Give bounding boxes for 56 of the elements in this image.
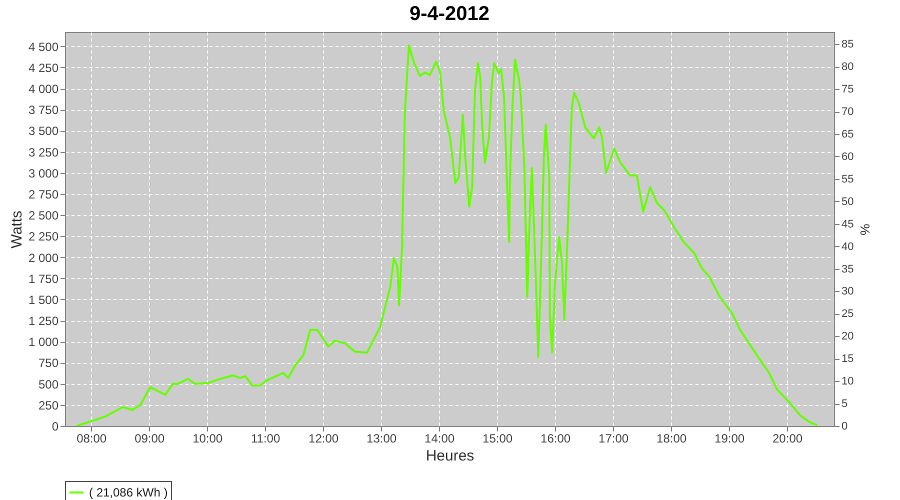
x-tick-label: 08:00 [76,432,107,446]
y-tick-label: 3 000 [28,166,59,180]
y2-tick-label: 55 [842,173,854,186]
x-tick-label: 14:00 [424,432,455,446]
y2-tick-label: 35 [842,263,854,276]
y2-tick-label: 60 [842,150,854,163]
x-tick-label: 19:00 [714,432,745,446]
y-tick-label: 0 [52,420,59,434]
y2-tick-label: 15 [842,353,854,366]
y-tick-label: 2 250 [28,230,59,244]
x-tick-label: 15:00 [482,432,513,446]
y-axis-title: Watts [8,210,26,248]
y2-tick-label: 85 [842,38,854,51]
line-series [76,44,818,426]
y2-tick-label: 75 [842,84,854,96]
y-tick-label: 1 250 [28,314,59,328]
x-tick-label: 17:00 [598,432,629,446]
x-tick-label: 12:00 [308,432,339,446]
x-tick-label: 20:00 [772,432,803,446]
y2-tick-label: 5 [842,398,848,410]
y-tick-label: 4 250 [28,60,59,75]
y-tick-label: 750 [38,356,59,370]
y-tick-label: 250 [38,398,59,412]
y2-tick-label: 50 [842,196,854,208]
y2-tick-label: 80 [842,61,854,74]
y2-tick-label: 25 [842,308,854,320]
y2-tick-label: 30 [842,286,854,298]
y-tick-label: 2 500 [28,208,59,223]
y-tick-label: 3 500 [28,124,59,138]
y-tick-label: 1 500 [28,292,59,307]
y2-tick-label: 40 [842,240,854,253]
y-tick-label: 4 500 [28,40,59,54]
y-tick-label: 2 750 [28,187,59,202]
y-tick-label: 3 750 [28,103,59,118]
x-tick-label: 18:00 [656,432,687,446]
x-tick-label: 16:00 [540,432,571,446]
y2-tick-label: 65 [842,128,854,140]
y-tick-label: 500 [38,377,59,392]
y2-tick-label: 0 [842,420,848,432]
x-tick-label: 13:00 [366,432,397,446]
y2-tick-label: 70 [842,106,854,118]
x-tick-label: 11:00 [251,432,280,446]
x-axis-title: Heures [426,448,474,464]
y-tick-label: 4 000 [28,82,59,96]
chart-title: 9-4-2012 [409,3,490,25]
y-tick-label: 3 250 [28,145,59,160]
x-tick-label: 09:00 [134,432,165,446]
y2-tick-label: 45 [842,218,854,230]
y2-tick-label: 20 [842,330,854,343]
x-tick-label: 10:00 [192,432,223,446]
y-tick-label: 1 000 [28,335,59,350]
legend-label: ( 21,086 kWh ) [89,486,168,500]
y-tick-label: 1 750 [28,272,59,286]
y2-axis-title: % [858,224,873,236]
y2-tick-label: 10 [842,376,854,388]
y-tick-label: 2 000 [28,250,59,265]
